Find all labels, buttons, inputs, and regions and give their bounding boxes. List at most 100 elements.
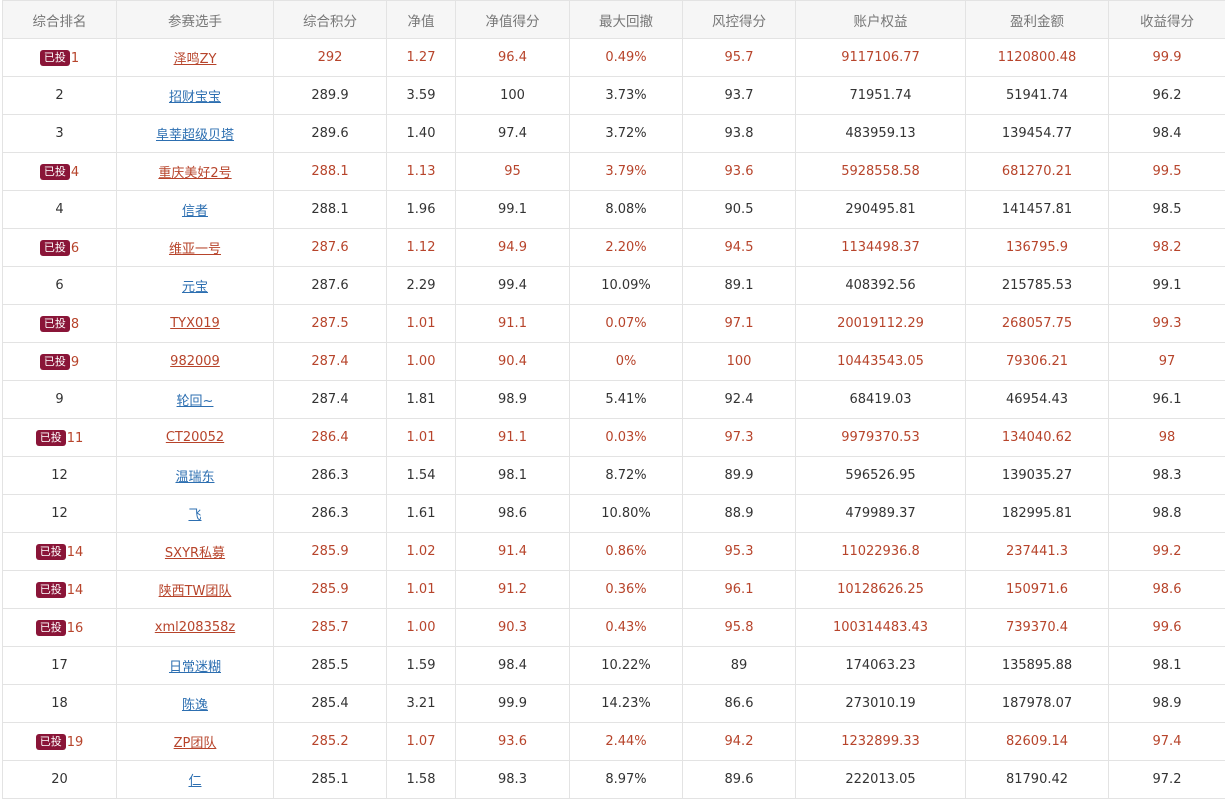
risk-score-cell: 94.2 [682,722,796,761]
nav-cell: 1.12 [386,228,456,267]
nav-score-cell: 98.1 [455,456,570,495]
table-row: 已投 14 陕西TW团队 285.9 1.01 91.2 0.36% 96.1 10128626… [2,570,1225,609]
nav-score-cell: 100 [455,76,570,115]
max-drawdown-cell: 14.23% [569,684,683,723]
max-drawdown-cell: 3.72% [569,114,683,153]
risk-score-cell: 96.1 [682,570,796,609]
profit-cell: 739370.4 [965,608,1109,647]
table-row: 18 陈逸 285.4 3.21 99.9 14.23% 86.6 273010.19 1879… [2,684,1225,723]
player-link[interactable]: 日常迷糊 [168,660,221,675]
rank-cell: 已投 9 [2,342,117,381]
player-link[interactable]: xml208358z [154,620,236,635]
nav-score-cell: 97.4 [455,114,570,153]
profit-cell: 136795.9 [965,228,1109,267]
player-cell: 信者 [116,190,274,229]
rank-cell: 9 [2,380,117,419]
player-link[interactable]: CT20052 [165,430,225,445]
player-cell: 陈逸 [116,684,274,723]
table-row: 已投 9 982009 287.4 1.00 90.4 0% 100 10443543.05 79… [2,342,1225,381]
player-link[interactable]: SXYR私募 [164,546,226,561]
player-cell: 轮回~ [116,380,274,419]
nav-score-cell: 93.6 [455,722,570,761]
player-link[interactable]: 泽鸣ZY [173,52,217,67]
max-drawdown-cell: 8.97% [569,760,683,799]
rank-cell: 已投 14 [2,532,117,571]
nav-score-cell: 98.6 [455,494,570,533]
score-cell: 292 [273,38,387,77]
player-cell: 招财宝宝 [116,76,274,115]
equity-cell: 408392.56 [795,266,966,305]
player-link[interactable]: 陈逸 [181,698,208,713]
table-row: 6 元宝 287.6 2.29 99.4 10.09% 89.1 408392.56 21578… [2,266,1225,305]
player-link[interactable]: 982009 [170,354,220,369]
return-score-cell: 98.8 [1108,494,1225,533]
score-cell: 286.4 [273,418,387,457]
table-row: 4 信者 288.1 1.96 99.1 8.08% 90.5 290495.81 141457… [2,190,1225,229]
rank-value: 2 [55,88,64,103]
equity-cell: 71951.74 [795,76,966,115]
risk-score-cell: 95.7 [682,38,796,77]
player-link[interactable]: 元宝 [181,280,208,295]
table-row: 已投 19 ZP团队 285.2 1.07 93.6 2.44% 94.2 1232899.33… [2,722,1225,761]
score-cell: 287.6 [273,228,387,267]
profit-cell: 237441.3 [965,532,1109,571]
player-cell: 阜莘超级贝塔 [116,114,274,153]
nav-score-cell: 94.9 [455,228,570,267]
nav-cell: 1.96 [386,190,456,229]
equity-cell: 20019112.29 [795,304,966,343]
invested-badge: 已投 [39,163,70,180]
profit-cell: 82609.14 [965,722,1109,761]
player-link[interactable]: 飞 [188,508,202,523]
equity-cell: 10443543.05 [795,342,966,381]
return-score-cell: 99.3 [1108,304,1225,343]
col-header-max-drawdown: 最大回撤 [569,0,683,39]
player-cell: 重庆美好2号 [116,152,274,191]
max-drawdown-cell: 0.49% [569,38,683,77]
score-cell: 288.1 [273,190,387,229]
max-drawdown-cell: 2.44% [569,722,683,761]
player-link[interactable]: 仁 [188,774,202,789]
table-row: 20 仁 285.1 1.58 98.3 8.97% 89.6 222013.05 81790.… [2,760,1225,799]
max-drawdown-cell: 5.41% [569,380,683,419]
nav-cell: 1.54 [386,456,456,495]
rank-value: 19 [66,734,84,750]
player-link[interactable]: 招财宝宝 [168,90,221,105]
player-cell: TYX019 [116,304,274,343]
return-score-cell: 96.2 [1108,76,1225,115]
table-row: 12 飞 286.3 1.61 98.6 10.80% 88.9 479989.37 18299… [2,494,1225,533]
player-link[interactable]: 维亚一号 [168,242,221,257]
score-cell: 285.9 [273,570,387,609]
player-link[interactable]: 轮回~ [176,394,214,409]
player-link[interactable]: TYX019 [170,316,220,331]
return-score-cell: 98.2 [1108,228,1225,267]
nav-cell: 1.27 [386,38,456,77]
rank-value: 4 [70,164,80,180]
player-cell: 陕西TW团队 [116,570,274,609]
player-link[interactable]: 信者 [181,204,208,219]
equity-cell: 5928558.58 [795,152,966,191]
player-link[interactable]: 温瑞东 [175,470,215,485]
table-row: 17 日常迷糊 285.5 1.59 98.4 10.22% 89 174063.23 1358… [2,646,1225,685]
risk-score-cell: 95.3 [682,532,796,571]
player-link[interactable]: 重庆美好2号 [158,166,232,181]
player-link[interactable]: 阜莘超级贝塔 [155,128,234,143]
rank-value: 8 [70,316,80,332]
player-cell: xml208358z [116,608,274,647]
equity-cell: 100314483.43 [795,608,966,647]
nav-score-cell: 99.4 [455,266,570,305]
player-link[interactable]: ZP团队 [173,736,217,751]
player-cell: 仁 [116,760,274,799]
table-row: 已投 6 维亚一号 287.6 1.12 94.9 2.20% 94.5 1134498.37 1… [2,228,1225,267]
player-link[interactable]: 陕西TW团队 [158,584,232,599]
rank-cell: 已投 6 [2,228,117,267]
equity-cell: 1232899.33 [795,722,966,761]
table-row: 已投 4 重庆美好2号 288.1 1.13 95 3.79% 93.6 5928558.58 6… [2,152,1225,191]
rank-cell: 17 [2,646,117,685]
nav-score-cell: 91.4 [455,532,570,571]
rank-cell: 18 [2,684,117,723]
return-score-cell: 99.9 [1108,38,1225,77]
score-cell: 285.7 [273,608,387,647]
nav-cell: 1.00 [386,342,456,381]
player-cell: 温瑞东 [116,456,274,495]
